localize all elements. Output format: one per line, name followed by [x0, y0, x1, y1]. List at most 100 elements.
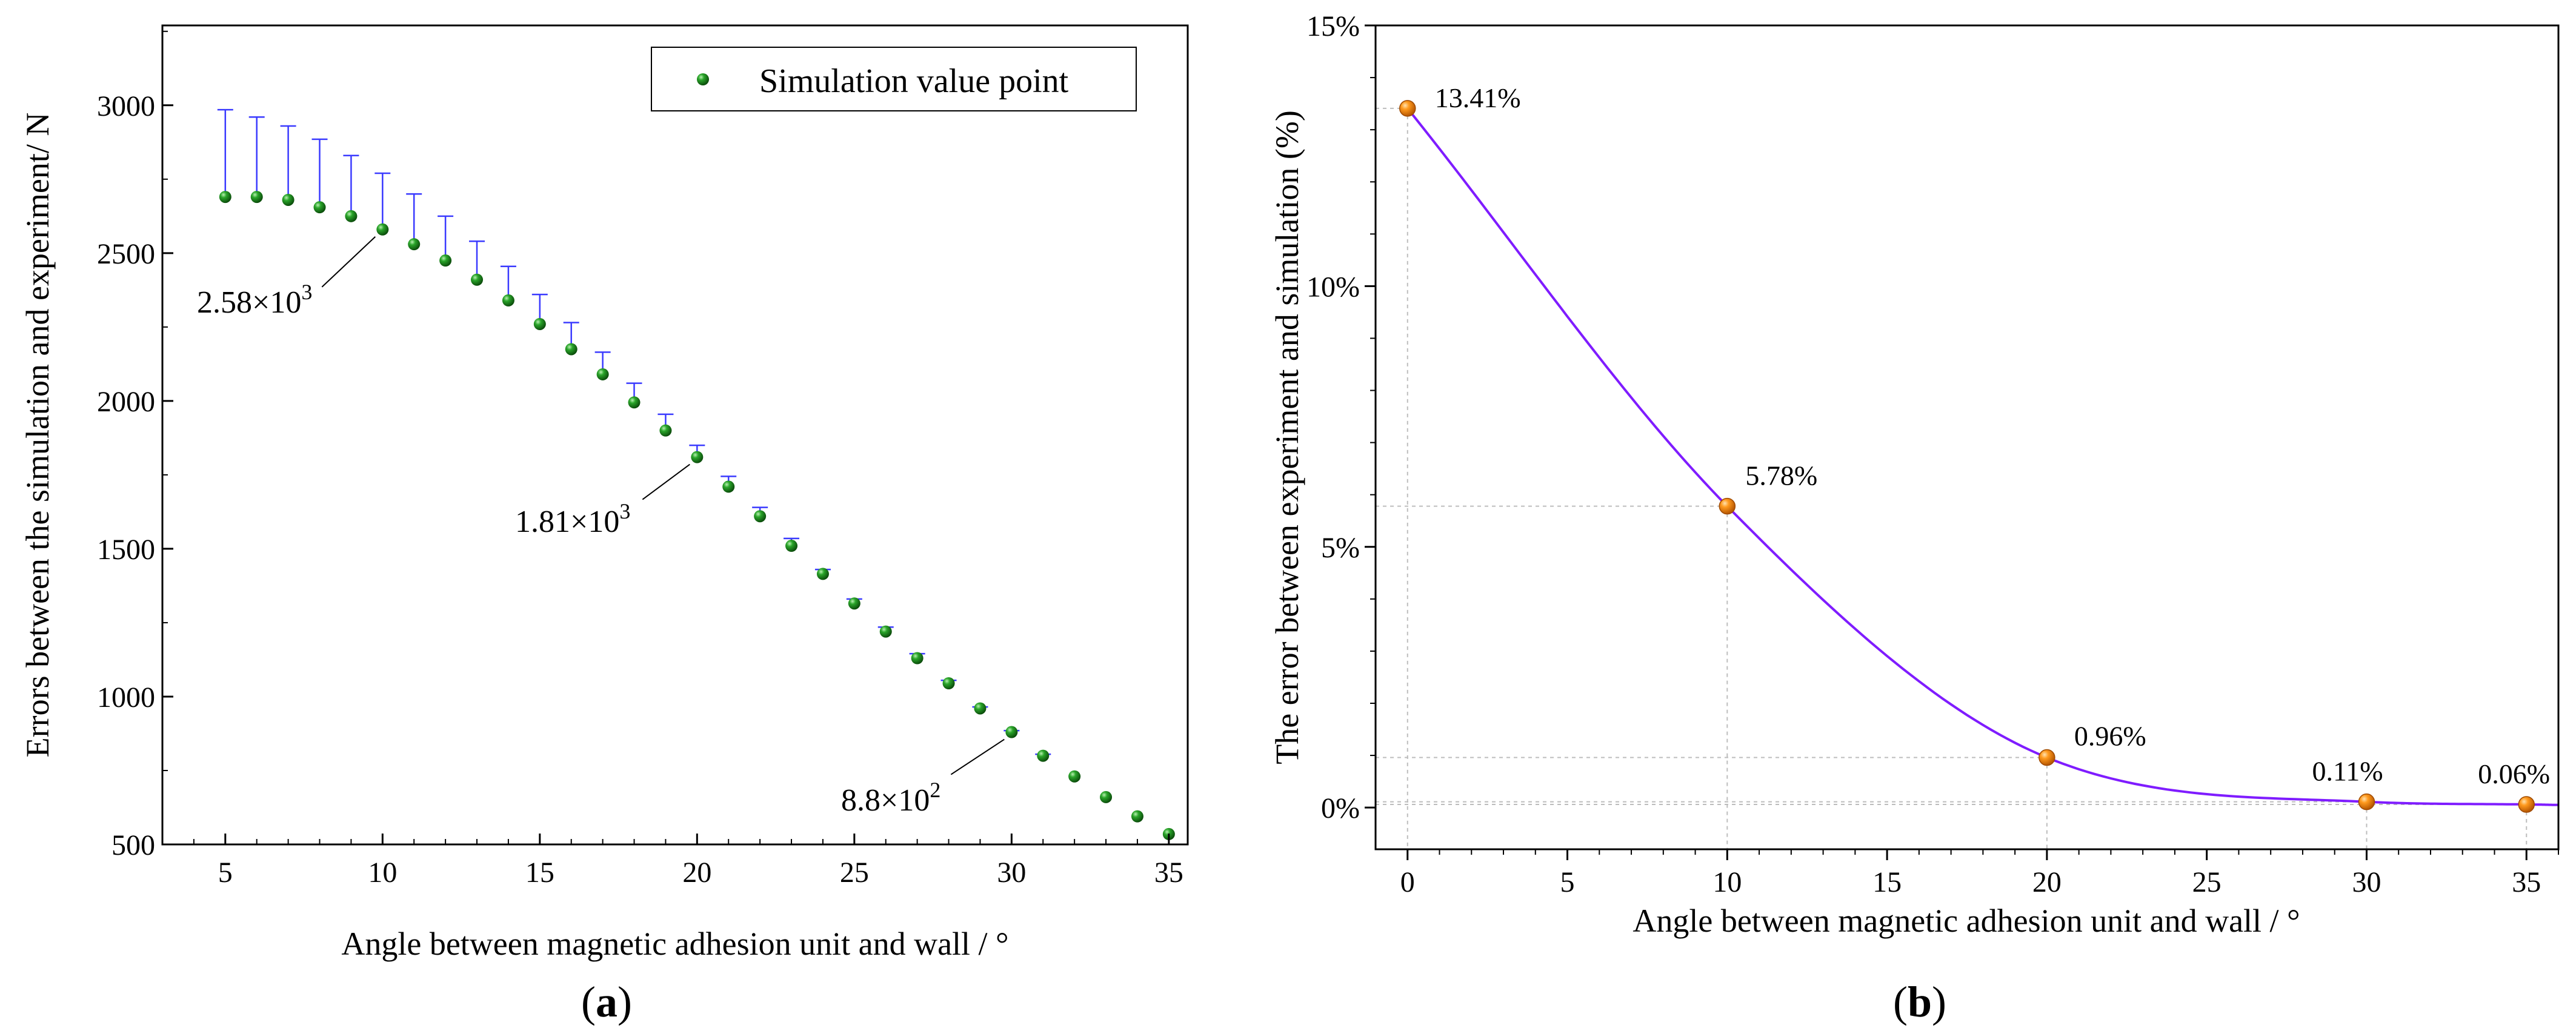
a-y-tick-label-2: 1500 — [97, 534, 155, 566]
b-guide-lines — [1376, 107, 2528, 849]
a-legend-box — [651, 47, 1137, 111]
panel-a: 5 10 15 20 25 30 35 500 1000 1500 2000 2500 3000 Sim… — [19, 24, 1189, 1026]
b-x-tick-label-5: 25 — [2192, 866, 2222, 898]
a-x-tick-label-5: 30 — [997, 857, 1026, 889]
a-x-tick-label-4: 25 — [840, 857, 869, 889]
a-x-tick-label-2: 15 — [525, 857, 554, 889]
b-data-label-4: 0.06% — [2478, 758, 2550, 789]
a-y-tick-label-1: 1000 — [97, 681, 155, 714]
b-panel-letter: b — [1908, 978, 1932, 1026]
a-x-axis-label: Angle between magnetic adhesion unit and… — [341, 926, 1008, 962]
b-data-label-2: 0.96% — [2074, 721, 2146, 752]
a-annotation-leaders — [321, 236, 1005, 775]
a-point-9 — [502, 294, 514, 307]
a-x-tick-label-1: 10 — [368, 857, 397, 889]
b-x-tick-label-0: 0 — [1400, 866, 1415, 898]
a-point-5 — [376, 223, 389, 236]
a-y-tick-label-3: 2000 — [97, 386, 155, 418]
a-annotation-leader-1 — [642, 463, 690, 500]
a-panel-letter: a — [596, 978, 617, 1026]
a-point-22 — [911, 652, 924, 665]
a-annotation-1: 1.81×103 — [515, 499, 630, 539]
a-point-19 — [816, 568, 829, 580]
a-point-8 — [471, 273, 484, 286]
svg-text:1.81×103: 1.81×103 — [515, 499, 630, 539]
b-y-axis-label: The error between experiment and simulat… — [1269, 110, 1305, 764]
a-annotation-2-mantissa: 8.8×10 — [841, 783, 930, 818]
svg-text:2.58×103: 2.58×103 — [197, 280, 312, 320]
a-point-4 — [345, 210, 358, 222]
b-axis-ticks: 0 5 10 15 20 25 30 35 0% 5% 10% 15% — [1306, 10, 2559, 898]
b-point-3 — [2358, 793, 2375, 811]
a-point-23 — [942, 677, 955, 689]
b-point-2 — [2039, 749, 2055, 766]
a-y-tick-label-5: 3000 — [97, 90, 155, 122]
a-point-27 — [1068, 770, 1081, 783]
b-x-tick-label-4: 20 — [2032, 866, 2062, 898]
a-x-tick-label-3: 20 — [682, 857, 711, 889]
a-point-25 — [1005, 726, 1018, 738]
a-point-17 — [754, 510, 767, 523]
a-y-tick-label-4: 2500 — [97, 238, 155, 270]
a-axis-ticks: 5 10 15 20 25 30 35 500 1000 1500 2000 2500 3000 — [97, 30, 1183, 889]
b-point-4 — [2518, 796, 2535, 813]
a-point-1 — [250, 191, 263, 204]
a-x-tick-label-0: 5 — [218, 857, 233, 889]
a-error-bars — [217, 108, 1051, 756]
a-point-6 — [408, 238, 421, 251]
a-point-3 — [313, 201, 326, 214]
a-annotation-leader-0 — [321, 236, 376, 288]
a-annotation-1-mantissa: 1.81×10 — [515, 505, 619, 539]
a-point-16 — [722, 480, 735, 493]
b-y-tick-label-2: 10% — [1306, 271, 1360, 303]
b-x-tick-label-7: 35 — [2512, 866, 2541, 898]
a-annotation-2-exp: 2 — [930, 778, 940, 802]
a-annotation-0-mantissa: 2.58×10 — [197, 285, 301, 320]
a-point-0 — [219, 191, 231, 204]
a-point-29 — [1131, 810, 1143, 823]
b-point-0 — [1399, 100, 1416, 117]
a-legend-marker — [697, 73, 709, 85]
b-x-axis-label: Angle between magnetic adhesion unit and… — [1632, 903, 2300, 939]
b-x-tick-label-6: 30 — [2352, 866, 2381, 898]
a-annotation-leader-2 — [950, 738, 1005, 775]
b-plot-frame — [1374, 24, 2560, 850]
b-x-tick-label-3: 15 — [1872, 866, 1902, 898]
a-annotation-2: 8.8×102 — [841, 778, 940, 818]
a-point-13 — [628, 396, 641, 409]
b-y-tick-label-0: 0% — [1321, 792, 1360, 824]
b-y-tick-label-3: 15% — [1306, 10, 1360, 42]
b-panel-label: (b) — [1893, 978, 1946, 1026]
b-x-tick-label-1: 5 — [1560, 866, 1575, 898]
a-point-15 — [691, 451, 704, 463]
a-plot-frame — [161, 24, 1189, 846]
a-data-points — [219, 191, 1175, 840]
a-x-tick-label-6: 35 — [1154, 857, 1183, 889]
a-point-26 — [1037, 749, 1050, 762]
a-point-11 — [565, 343, 577, 356]
a-point-21 — [879, 625, 892, 638]
b-x-tick-label-2: 10 — [1712, 866, 1742, 898]
b-series-curve — [1406, 107, 2558, 806]
b-point-1 — [1719, 497, 1736, 515]
b-data-label-1: 5.78% — [1745, 460, 1817, 491]
a-point-18 — [785, 540, 798, 552]
b-data-points — [1399, 100, 2535, 813]
a-point-12 — [596, 368, 609, 380]
a-y-axis-label: Errors between the simulation and experi… — [19, 113, 56, 758]
a-annotation-1-exp: 3 — [619, 499, 630, 523]
a-legend: Simulation value point — [651, 47, 1137, 111]
a-y-tick-label-0: 500 — [111, 829, 155, 861]
panel-b: 13.41% 5.78% 0.96% 0.11% 0.06% 0 5 10 15 20 25 30 3… — [1269, 10, 2560, 1026]
a-point-10 — [533, 317, 546, 330]
svg-text:8.8×102: 8.8×102 — [841, 778, 940, 818]
a-legend-label: Simulation value point — [759, 62, 1069, 100]
a-point-20 — [848, 597, 860, 610]
a-panel-label: (a) — [581, 978, 632, 1026]
a-point-2 — [282, 193, 295, 206]
b-data-labels: 13.41% 5.78% 0.96% 0.11% 0.06% — [1435, 82, 2550, 789]
b-data-label-3: 0.11% — [2312, 756, 2383, 787]
a-point-28 — [1100, 791, 1113, 803]
a-point-14 — [659, 424, 672, 437]
